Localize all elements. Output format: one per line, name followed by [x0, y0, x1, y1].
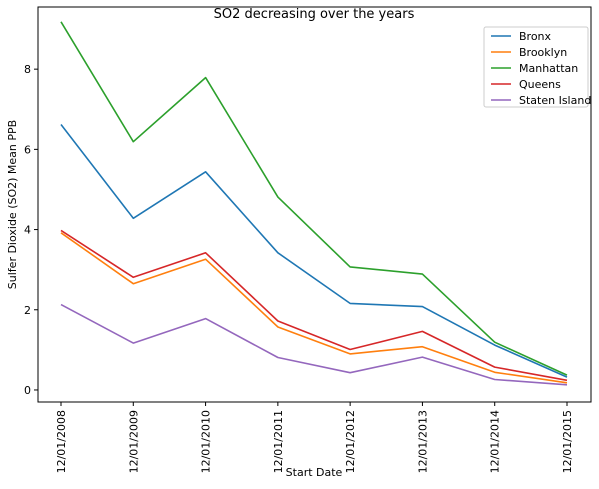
x-tick-label: 12/01/2010 — [200, 410, 213, 473]
x-tick-label: 12/01/2009 — [127, 410, 140, 473]
x-axis: 12/01/2008 12/01/2009 12/01/2010 12/01/2011… — [55, 402, 574, 473]
legend-label: Manhattan — [519, 62, 578, 75]
x-tick-label: 12/01/2013 — [416, 410, 429, 473]
x-tick-label: 12/01/2011 — [272, 410, 285, 473]
y-tick-label: 0 — [24, 384, 31, 397]
plot-frame — [37, 6, 592, 403]
x-tick-label: 12/01/2014 — [489, 410, 502, 473]
plot-area — [37, 6, 592, 403]
series-line-bronx — [60, 124, 568, 378]
legend-label: Brooklyn — [519, 46, 567, 59]
legend-label: Bronx — [519, 30, 552, 43]
series-lines — [60, 21, 568, 386]
legend: Bronx Brooklyn Manhattan Queens Staten Islan… — [483, 26, 591, 108]
x-tick-label: 12/01/2015 — [561, 410, 574, 473]
x-tick-label: 12/01/2012 — [344, 410, 357, 473]
x-tick-label: 12/01/2008 — [55, 410, 68, 473]
y-tick-label: 6 — [24, 143, 31, 156]
chart-title: SO2 decreasing over the years — [214, 7, 415, 22]
y-tick-label: 4 — [24, 224, 31, 237]
legend-box — [483, 26, 589, 108]
legend-label: Queens — [519, 78, 561, 91]
series-line-staten-island — [60, 303, 568, 386]
y-tick-label: 8 — [24, 63, 31, 76]
legend-label: Staten Island — [519, 94, 591, 107]
series-line-manhattan — [60, 21, 568, 376]
x-axis-label: Start Date — [286, 466, 343, 479]
y-axis-label: Sulfer Dioxide (SO2) Mean PPB — [6, 120, 19, 289]
y-axis: 0 2 4 6 8 — [24, 63, 38, 397]
y-tick-label: 2 — [24, 304, 31, 317]
series-line-queens — [60, 229, 568, 382]
series-line-brooklyn — [60, 232, 568, 384]
